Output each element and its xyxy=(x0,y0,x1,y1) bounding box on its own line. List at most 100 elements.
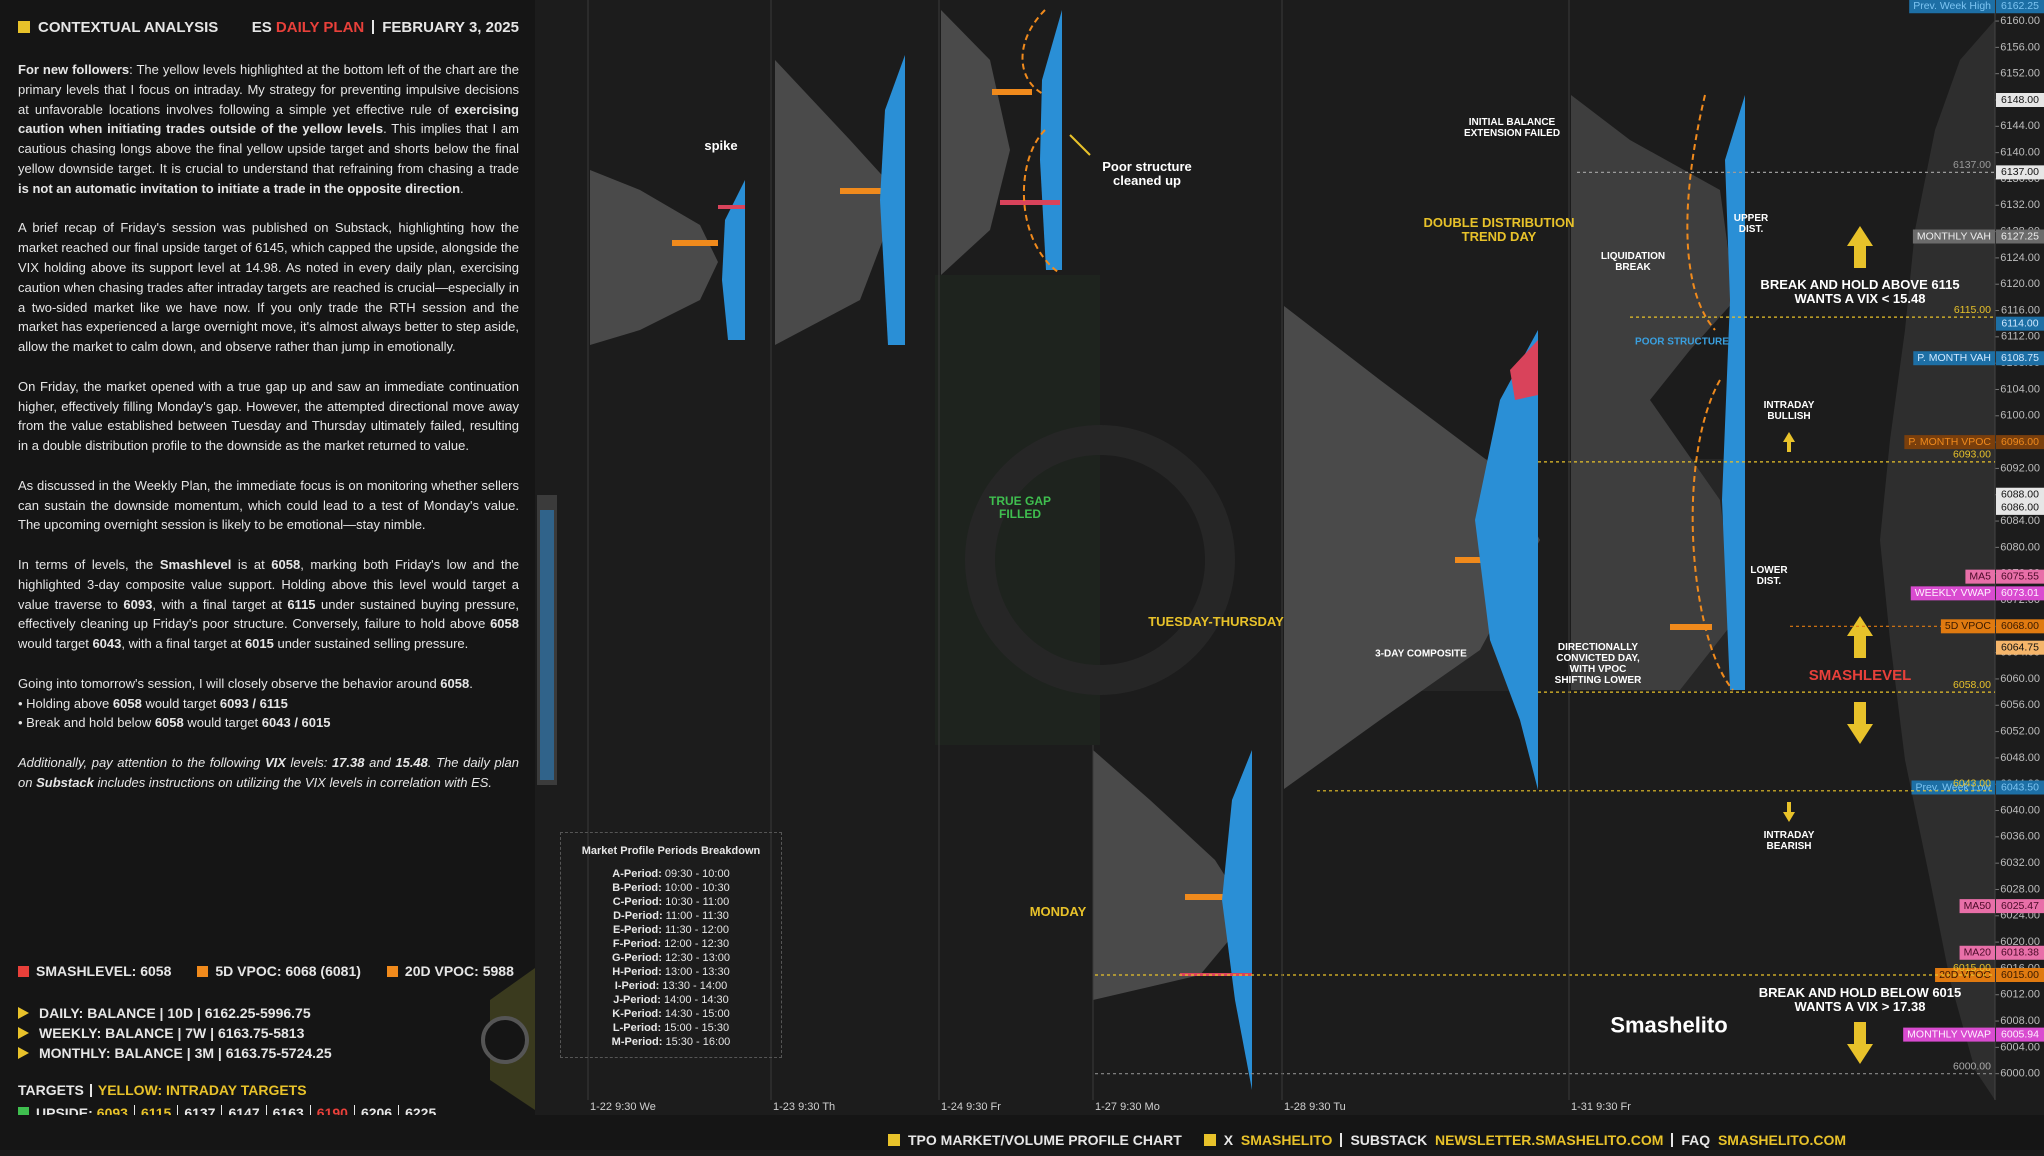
level-name-box xyxy=(1913,351,1995,366)
annotation: 3-DAY COMPOSITE xyxy=(1375,649,1467,660)
level-value: 6127.25 xyxy=(2001,230,2039,242)
level-name-box xyxy=(1909,0,1995,14)
paragraph: • Break and hold below 6058 would target… xyxy=(18,713,519,733)
annotation: MONDAY xyxy=(1030,905,1087,919)
paragraph: A brief recap of Friday's session was pu… xyxy=(18,218,519,357)
level-box xyxy=(1996,945,2044,960)
footer-text: FAQ xyxy=(1681,1132,1711,1148)
footer-link[interactable]: SMASHELITO.COM xyxy=(1717,1132,1847,1148)
annotation-line: TUESDAY-THURSDAY xyxy=(1148,614,1284,629)
y-tick-label: 6080.00 xyxy=(2000,541,2040,553)
level-value: 6162.25 xyxy=(2001,0,2039,12)
paragraph: In terms of levels, the Smashlevel is at… xyxy=(18,555,519,654)
highlight-arc xyxy=(1021,9,1059,273)
y-tick-label: 6084.00 xyxy=(2000,515,2040,527)
annotation: LOWER DIST. xyxy=(1750,565,1787,587)
text: , marking both Friday's low and the high… xyxy=(18,556,519,612)
annotation: INTRADAY BULLISH xyxy=(1764,400,1815,422)
footer xyxy=(0,1115,2044,1150)
annotation-line: TREND DAY xyxy=(1461,229,1537,244)
separator xyxy=(372,20,375,34)
level-value: 6025.47 xyxy=(2001,900,2039,912)
separator xyxy=(1340,1133,1343,1147)
footer-link[interactable]: SMASHELITO xyxy=(1240,1132,1333,1148)
footer-text: TPO MARKET/VOLUME PROFILE CHART xyxy=(908,1132,1182,1148)
poc xyxy=(1670,624,1712,630)
level-value: 6137.00 xyxy=(2001,166,2039,178)
bold-text: 6015 xyxy=(244,636,274,652)
level-value: 6015.00 xyxy=(1953,962,1991,974)
period-time: 12:00 - 12:30 xyxy=(664,938,730,950)
text: On Friday, the market opened with a true… xyxy=(18,378,519,454)
icon xyxy=(18,21,30,33)
period-name: C-Period: xyxy=(612,896,663,908)
period-time: 10:30 - 11:00 xyxy=(665,896,730,908)
bold-text: 6058 xyxy=(440,675,470,691)
level-value: 6075.55 xyxy=(2001,570,2039,582)
bold-text: 6043 xyxy=(92,636,122,652)
level-value: 6043.50 xyxy=(2001,781,2039,793)
period-row: L-Period: 15:00 - 15:30 xyxy=(561,1021,781,1035)
level-name: WEEKLY VWAP xyxy=(1915,587,1991,599)
text: under sustained selling pressure. xyxy=(273,636,469,652)
period-name: D-Period: xyxy=(613,910,663,922)
bold-text: 6058 xyxy=(112,695,142,711)
annotation: SMASHLEVEL xyxy=(1809,668,1912,684)
y-tick-label: 6008.00 xyxy=(2000,1015,2040,1027)
arrow-up xyxy=(1847,616,1873,658)
y-tick-label: 6100.00 xyxy=(2000,410,2040,422)
level-box xyxy=(1996,0,2044,14)
annotation-line: spike xyxy=(704,138,738,153)
period-row: F-Period: 12:00 - 12:30 xyxy=(561,937,781,951)
period-name: M-Period: xyxy=(611,1036,663,1048)
legend-swatch xyxy=(197,965,209,977)
level-name-box xyxy=(1940,619,1995,634)
annotation-line: WITH VPOC xyxy=(1569,664,1627,675)
plan-title: DAILY PLAN xyxy=(275,18,365,36)
y-tick-label: 6036.00 xyxy=(2000,831,2040,843)
period-name: G-Period: xyxy=(611,952,663,964)
y-tick-label: 6152.00 xyxy=(2000,68,2040,80)
poc xyxy=(1185,894,1230,900)
pointer xyxy=(1069,134,1091,156)
level-box xyxy=(1996,487,2044,502)
annotation-line: FILLED xyxy=(998,507,1041,521)
highlight-arc xyxy=(1686,94,1734,691)
level-box xyxy=(1996,351,2044,366)
bold-text: is not an automatic invitation to initia… xyxy=(18,180,461,196)
legend-text: 20D VPOC: 5988 xyxy=(404,963,514,979)
footer-link[interactable]: NEWSLETTER.SMASHELITO.COM xyxy=(1434,1132,1664,1148)
period-time: 14:00 - 14:30 xyxy=(663,994,729,1006)
volume-bars xyxy=(718,205,745,209)
y-tick-label: 6032.00 xyxy=(2000,857,2040,869)
period-row: E-Period: 11:30 - 12:00 xyxy=(561,923,781,937)
y-tick-label: 6116.00 xyxy=(2001,304,2040,316)
footer-content: TPO MARKET/VOLUME PROFILE CHART X SMASHE… xyxy=(888,1124,1846,1156)
level-value: 6108.75 xyxy=(2001,352,2039,364)
x-tick-label: 1-27 9:30 Mo xyxy=(1095,1101,1160,1113)
icon xyxy=(1203,1134,1216,1146)
tpo-profile xyxy=(1093,750,1250,1000)
period-time: 15:00 - 15:30 xyxy=(664,1022,730,1034)
period-row: J-Period: 14:00 - 14:30 xyxy=(561,993,781,1007)
paragraph: Going into tomorrow's session, I will cl… xyxy=(18,674,519,694)
bold-text: Substack xyxy=(36,774,94,790)
level-name-box xyxy=(1911,780,1995,795)
footer-text: SUBSTACK xyxy=(1350,1132,1428,1148)
bold-text: 6043 / 6015 xyxy=(261,715,331,731)
tpo-profile xyxy=(941,10,1010,275)
volume-bars xyxy=(1475,330,1538,790)
annotation-line: MONDAY xyxy=(1029,904,1087,919)
text-panel-bg xyxy=(0,0,535,1115)
annotation: DOUBLE DISTRIBUTION TREND DAY xyxy=(1424,216,1575,244)
arrow-up xyxy=(1847,226,1873,268)
period-row: C-Period: 10:30 - 11:00 xyxy=(561,895,781,909)
period-row: H-Period: 13:00 - 13:30 xyxy=(561,965,781,979)
annotation: INTRADAY BEARISH xyxy=(1764,830,1815,852)
annotation-line: LOWER xyxy=(1750,565,1788,576)
level-value: 6137.00 xyxy=(1953,159,1991,171)
level-box xyxy=(1996,229,2044,244)
balance-text: WEEKLY: BALANCE | 7W | 6163.75-5813 xyxy=(39,1025,305,1041)
level-value: 6043.00 xyxy=(1953,778,1991,790)
